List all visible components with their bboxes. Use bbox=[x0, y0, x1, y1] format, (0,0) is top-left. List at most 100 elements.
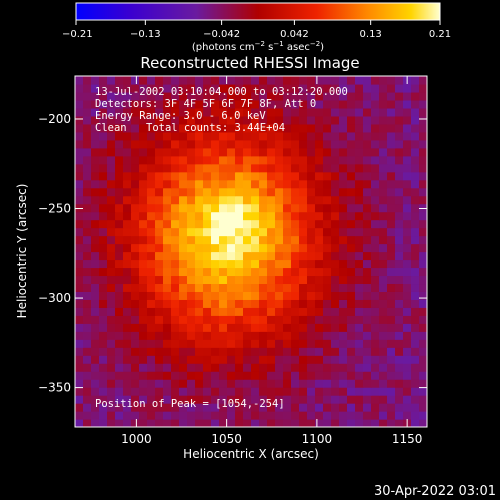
heatmap-cell bbox=[99, 355, 108, 364]
heatmap-cell bbox=[139, 155, 148, 165]
heatmap-cell bbox=[403, 219, 412, 229]
heatmap-cell bbox=[155, 227, 164, 237]
heatmap-cell bbox=[171, 235, 180, 245]
heatmap-cell bbox=[179, 211, 188, 221]
heatmap-cell bbox=[91, 371, 100, 380]
heatmap-cell bbox=[331, 179, 340, 189]
heatmap-cell bbox=[123, 243, 132, 253]
heatmap-cell bbox=[251, 147, 260, 157]
heatmap-cell bbox=[107, 347, 116, 356]
heatmap-cell bbox=[363, 403, 372, 412]
heatmap-cell bbox=[323, 339, 332, 348]
heatmap-cell bbox=[307, 323, 316, 332]
heatmap-cell bbox=[267, 299, 276, 308]
heatmap-cell bbox=[211, 331, 220, 340]
heatmap-cell bbox=[291, 123, 300, 133]
heatmap-cell bbox=[219, 211, 228, 221]
heatmap-cell bbox=[91, 259, 100, 269]
heatmap-cell bbox=[251, 123, 260, 133]
heatmap-cell bbox=[171, 163, 180, 173]
heatmap-cell bbox=[211, 203, 220, 213]
heatmap-cell bbox=[91, 195, 100, 205]
heatmap-cell bbox=[115, 323, 124, 332]
heatmap-cell bbox=[227, 347, 236, 356]
heatmap-cell bbox=[147, 219, 156, 229]
heatmap-cell bbox=[403, 371, 412, 380]
heatmap-cell bbox=[235, 107, 244, 117]
heatmap-cell bbox=[243, 275, 252, 285]
heatmap-cell bbox=[75, 331, 84, 340]
heatmap-cell bbox=[123, 203, 132, 213]
heatmap-cell bbox=[363, 115, 372, 125]
heatmap-cell bbox=[163, 347, 172, 356]
heatmap-cell bbox=[163, 171, 172, 181]
heatmap-cell bbox=[131, 251, 140, 261]
heatmap-cell bbox=[139, 219, 148, 229]
heatmap-cell bbox=[211, 387, 220, 396]
heatmap-cell bbox=[411, 291, 420, 300]
heatmap-cell bbox=[363, 363, 372, 372]
heatmap-cell bbox=[91, 403, 100, 412]
heatmap-cell bbox=[107, 355, 116, 364]
heatmap-cell bbox=[403, 91, 412, 101]
heatmap-cell bbox=[219, 83, 228, 93]
heatmap-cell bbox=[243, 83, 252, 93]
heatmap-cell bbox=[171, 147, 180, 157]
heatmap-cell bbox=[251, 83, 260, 93]
heatmap-cell bbox=[147, 355, 156, 364]
heatmap-cell bbox=[331, 387, 340, 396]
heatmap-cell bbox=[395, 251, 404, 261]
heatmap-cell bbox=[299, 131, 308, 141]
heatmap-cell bbox=[107, 275, 116, 285]
heatmap-cell bbox=[219, 123, 228, 133]
heatmap-cell bbox=[315, 219, 324, 229]
heatmap-cell bbox=[387, 227, 396, 237]
heatmap-cell bbox=[395, 123, 404, 133]
heatmap-cell bbox=[379, 355, 388, 364]
heatmap-cell bbox=[355, 307, 364, 316]
heatmap-cell bbox=[355, 371, 364, 380]
heatmap-cell bbox=[267, 291, 276, 300]
heatmap-cell bbox=[419, 403, 427, 412]
heatmap-cell bbox=[291, 299, 300, 308]
heatmap-cell bbox=[291, 195, 300, 205]
heatmap-cell bbox=[123, 115, 132, 125]
heatmap-cell bbox=[291, 323, 300, 332]
heatmap-cell bbox=[411, 379, 420, 388]
heatmap-cell bbox=[243, 91, 252, 101]
heatmap-cell bbox=[403, 123, 412, 133]
heatmap-cell bbox=[339, 347, 348, 356]
heatmap-cell bbox=[387, 251, 396, 261]
heatmap-cell bbox=[331, 395, 340, 404]
heatmap-cell bbox=[291, 291, 300, 300]
heatmap-cell bbox=[379, 203, 388, 213]
heatmap-cell bbox=[107, 91, 116, 101]
heatmap-cell bbox=[139, 83, 148, 93]
heatmap-cell bbox=[91, 315, 100, 324]
heatmap-cell bbox=[403, 203, 412, 213]
heatmap-cell bbox=[203, 387, 212, 396]
heatmap-cell bbox=[387, 219, 396, 229]
heatmap-cell bbox=[235, 323, 244, 332]
heatmap-cell bbox=[379, 347, 388, 356]
heatmap-cell bbox=[243, 299, 252, 308]
heatmap-cell bbox=[187, 403, 196, 412]
heatmap-cell bbox=[155, 331, 164, 340]
heatmap-cell bbox=[299, 379, 308, 388]
heatmap-cell bbox=[243, 347, 252, 356]
heatmap-cell bbox=[115, 291, 124, 300]
heatmap-cell bbox=[403, 155, 412, 165]
heatmap-cell bbox=[123, 411, 132, 420]
heatmap-cell bbox=[403, 283, 412, 292]
heatmap-cell bbox=[187, 163, 196, 173]
heatmap-cell bbox=[315, 131, 324, 141]
heatmap-cell bbox=[107, 131, 116, 141]
heatmap-cell bbox=[339, 259, 348, 269]
heatmap-cell bbox=[115, 347, 124, 356]
heatmap-cell bbox=[155, 315, 164, 324]
heatmap-cell bbox=[131, 403, 140, 412]
heatmap-cell bbox=[243, 363, 252, 372]
heatmap-cell bbox=[195, 203, 204, 213]
heatmap-cell bbox=[379, 251, 388, 261]
heatmap-cell bbox=[211, 171, 220, 181]
